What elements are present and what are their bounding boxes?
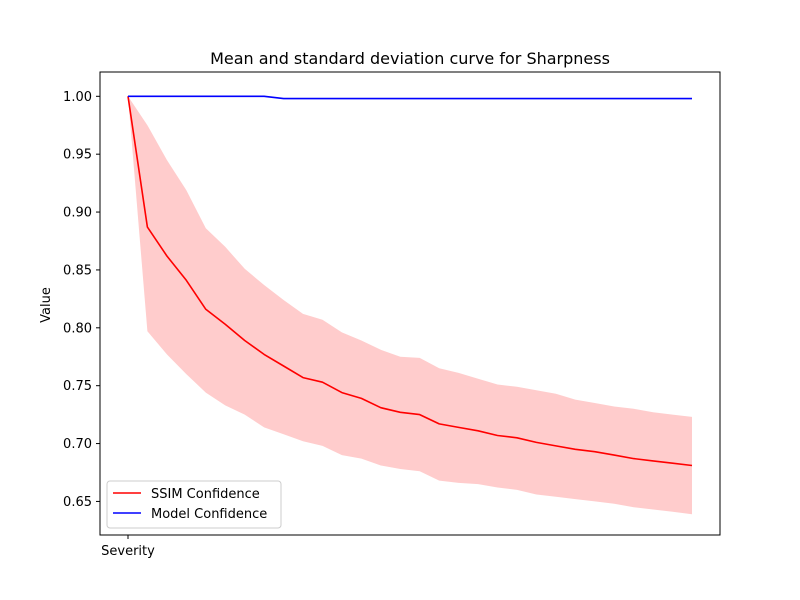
y-tick-label: 0.90 (63, 206, 92, 221)
plot-area (99, 71, 721, 536)
legend-box (106, 480, 282, 529)
ssim-std-band (128, 96, 692, 515)
y-tick-label: 0.95 (63, 148, 92, 163)
y-tick-label: 1.00 (63, 90, 92, 105)
model-confidence-line (128, 95, 692, 100)
x-axis: Severity (101, 535, 155, 559)
y-tick-label: 0.85 (63, 263, 92, 278)
chart-title: Mean and standard deviation curve for Sh… (210, 49, 610, 68)
y-axis-label: Value (39, 287, 54, 323)
y-tick-label: 0.65 (63, 495, 92, 510)
y-tick-label: 0.75 (63, 379, 92, 394)
legend-label-ssim: SSIM Confidence (151, 487, 260, 502)
axes-frame (99, 71, 721, 536)
y-tick-label: 0.80 (63, 321, 92, 336)
legend-label-model: Model Confidence (151, 507, 267, 522)
y-axis: 0.65 0.70 0.75 0.80 0.85 0.90 0.95 1.00 (63, 90, 100, 510)
y-tick-label: 0.70 (63, 437, 92, 452)
legend: SSIM Confidence Model Confidence (106, 480, 282, 529)
x-tick-label: Severity (101, 544, 155, 559)
ssim-confidence-line (127, 96, 693, 467)
